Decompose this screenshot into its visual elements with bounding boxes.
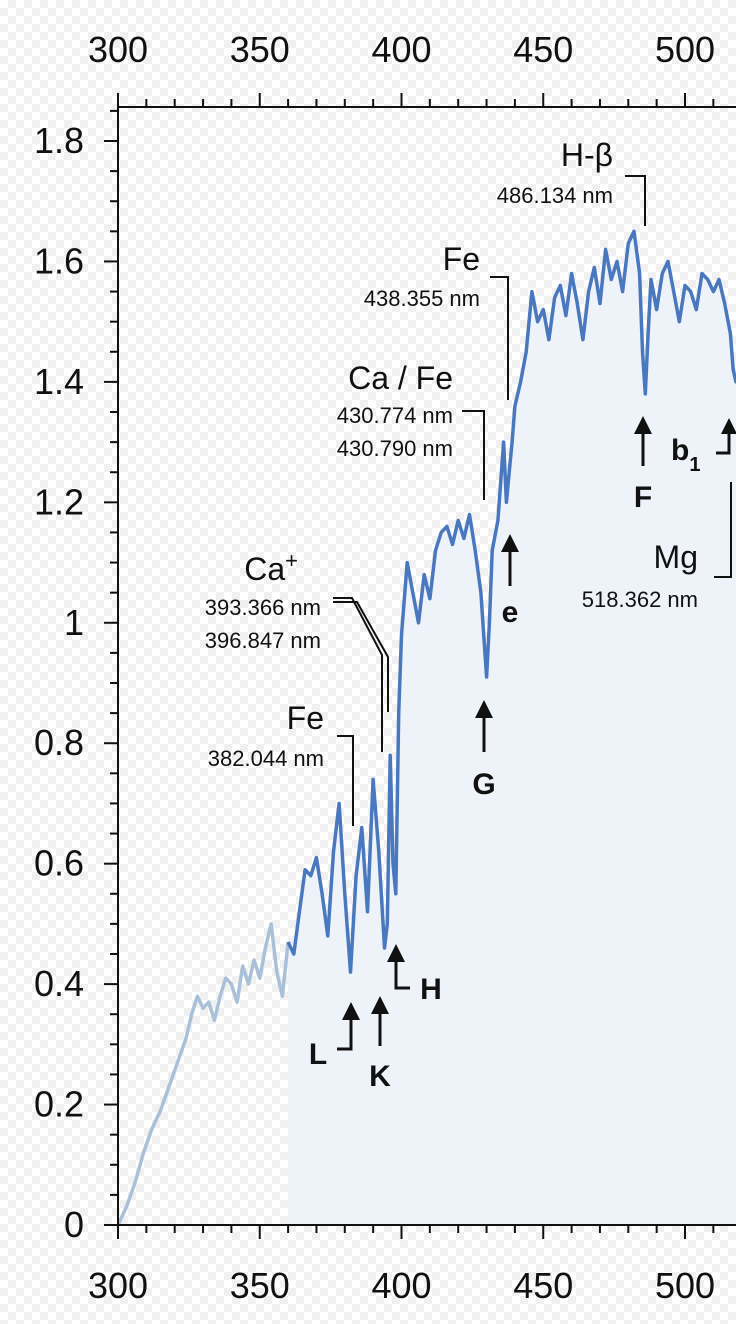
x-tick-label-top: 400 (371, 29, 431, 70)
arrow-l (337, 1016, 353, 1051)
annotation-wavelength: 396.847 nm (205, 628, 321, 653)
y-tick-label: 1.4 (34, 361, 84, 402)
spectrum-line-faded (118, 922, 290, 1226)
y-tick-label: 0.8 (34, 722, 84, 763)
y-tick-label: 1.8 (34, 120, 84, 161)
x-tick-label-bottom: 350 (230, 1265, 290, 1306)
annotation-wavelength: 518.362 nm (582, 587, 698, 612)
y-tick-label: 1 (64, 602, 84, 643)
y-tick-label: 0 (64, 1204, 84, 1245)
annotation-ca-plus: Ca+ 393.366 nm 396.847 nm (205, 548, 389, 752)
arrow-b1 (716, 432, 731, 455)
x-tick-label-top: 500 (655, 29, 715, 70)
line-letter-k: K (369, 1060, 391, 1093)
y-tick-label: 0.2 (34, 1084, 84, 1125)
x-tick-label-bottom: 500 (655, 1265, 715, 1306)
annotation-ca-fe: Ca / Fe 430.774 nm 430.790 nm (337, 360, 485, 500)
arrow-k-head (371, 996, 389, 1014)
line-letter-l: L (309, 1038, 327, 1071)
line-letter-g: G (472, 768, 495, 801)
y-tick-label: 1.2 (34, 481, 84, 522)
annotation-fe-438: Fe 438.355 nm (364, 241, 509, 400)
annotation-title: H-β (561, 137, 613, 173)
y-tick-label: 0.4 (34, 963, 84, 1004)
annotation-wavelength: 393.366 nm (205, 595, 321, 620)
x-tick-label-top: 450 (513, 29, 573, 70)
annotation-title: Ca+ (244, 548, 298, 588)
annotation-wavelength: 430.774 nm (337, 403, 453, 428)
x-tick-label-top: 350 (230, 29, 290, 70)
annotation-leader (333, 601, 389, 712)
spectrum-line (286, 229, 736, 974)
annotation-leader (462, 410, 485, 500)
arrow-g-head (475, 700, 493, 718)
x-tick-label-top: 300 (88, 29, 148, 70)
annotation-title: Ca / Fe (348, 360, 453, 396)
y-tick-label: 1.6 (34, 240, 84, 281)
annotation-leader (490, 276, 509, 400)
spectrum-area-fill (288, 231, 736, 1225)
y-tick-label: 0.6 (34, 843, 84, 884)
arrow-b1-head (721, 418, 736, 434)
arrow-h (394, 960, 410, 990)
x-tick-label-bottom: 400 (371, 1265, 431, 1306)
annotation-title: Fe (287, 700, 324, 736)
line-markers: G e F b1 L K H (309, 416, 736, 1093)
arrow-h-head (387, 944, 405, 962)
annotation-fe-382: Fe 382.044 nm (208, 700, 354, 826)
annotation-leader (333, 597, 383, 752)
line-letter-h: H (420, 973, 442, 1006)
arrow-f-head (634, 416, 652, 434)
line-letter-f: F (634, 481, 652, 514)
annotation-leader (337, 735, 354, 826)
annotation-leader (625, 175, 646, 226)
annotation-wavelength: 430.790 nm (337, 436, 453, 461)
x-tick-label-bottom: 450 (513, 1265, 573, 1306)
line-letter-b1: b1 (671, 434, 700, 476)
annotation-h-beta: H-β 486.134 nm (497, 137, 646, 226)
annotation-title: Mg (654, 539, 698, 575)
annotation-wavelength: 438.355 nm (364, 286, 480, 311)
annotation-leader (714, 482, 732, 578)
annotation-wavelength: 382.044 nm (208, 746, 324, 771)
arrow-e-head (501, 534, 519, 552)
line-letter-e: e (502, 596, 519, 629)
annotation-title: Fe (443, 241, 480, 277)
annotation-mg: Mg 518.362 nm (582, 482, 732, 612)
arrow-l-head (342, 1002, 360, 1020)
annotation-wavelength: 486.134 nm (497, 183, 613, 208)
x-tick-label-bottom: 300 (88, 1265, 148, 1306)
